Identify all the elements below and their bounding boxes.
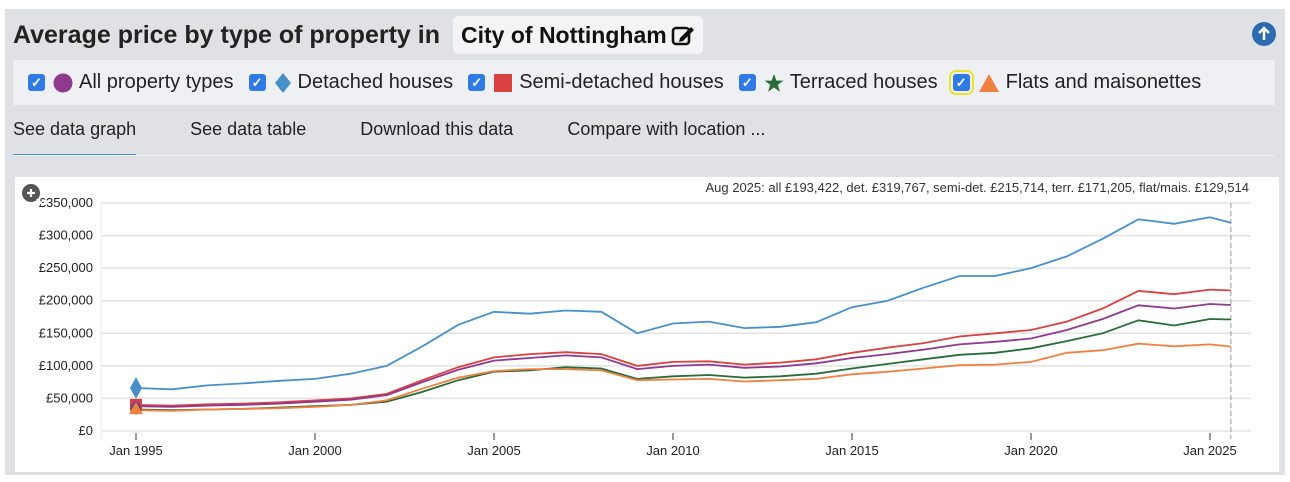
y-tick-label: £50,000 [46, 390, 93, 405]
line-chart: £0 £50,000 £100,000 £150,000 £200,000 £250,00… [22, 184, 1251, 458]
series-line-flats-and-maisonettes [135, 342, 1231, 412]
legend-item-detached[interactable]: ✓ Detached houses [248, 71, 454, 94]
chart-summary: Aug 2025: all £193,422, det. £319,767, s… [705, 180, 1249, 195]
y-tick-label: £300,000 [39, 228, 93, 243]
y-tick-label: £0 [79, 423, 93, 438]
legend-item-flats[interactable]: ✓ Flats and maisonettes [948, 70, 1202, 95]
legend-label: Detached houses [297, 71, 454, 93]
legend-label: All property types [79, 71, 234, 93]
checkbox-flats[interactable]: ✓ [948, 70, 974, 95]
y-tick-label: £100,000 [39, 358, 93, 373]
legend-item-terraced[interactable]: ✓ Terraced houses [738, 71, 938, 94]
y-tick-label: £200,000 [39, 293, 93, 308]
flats-start-marker [129, 402, 143, 415]
series-line-all-property-types [135, 303, 1231, 408]
x-tick-label: Jan 2005 [467, 443, 521, 458]
location-selector[interactable]: City of Nottingham [453, 16, 703, 54]
series-legend: ✓ All property types ✓ Detached houses ✓ Se… [13, 60, 1275, 105]
y-tick-label: £250,000 [39, 260, 93, 275]
diamond-marker-icon [274, 72, 291, 93]
tab-bar: See data graph See data table Download t… [13, 119, 819, 156]
page-title: Average price by type of property in [13, 21, 440, 49]
circle-marker-icon [53, 73, 73, 92]
legend-item-semi[interactable]: ✓ Semi-detached houses [468, 71, 724, 94]
legend-label: Terraced houses [789, 71, 938, 93]
triangle-marker-icon [978, 73, 999, 92]
location-name: City of Nottingham [461, 22, 667, 48]
checkbox-semi[interactable]: ✓ [468, 74, 486, 91]
tab-data-graph[interactable]: See data graph [13, 119, 137, 156]
chart-area: Aug 2025: all £193,422, det. £319,767, s… [15, 177, 1279, 472]
x-tick-label: Jan 1995 [109, 443, 163, 458]
tab-data-table[interactable]: See data table [190, 119, 307, 139]
y-tick-label: £150,000 [39, 325, 93, 340]
x-tick-label: Jan 2020 [1004, 443, 1058, 458]
detached-start-marker [130, 377, 142, 400]
legend-label: Semi-detached houses [519, 71, 724, 93]
y-tick-label: £350,000 [39, 195, 93, 210]
legend-label: Flats and maisonettes [1005, 71, 1202, 93]
series-line-semi-detached-houses [135, 288, 1231, 407]
x-tick-label: Jan 2000 [288, 443, 342, 458]
square-marker-icon [494, 73, 513, 92]
x-tick-label: Jan 2010 [646, 443, 700, 458]
checkbox-detached[interactable]: ✓ [248, 74, 266, 91]
pencil-square-icon [671, 26, 694, 46]
checkbox-terraced[interactable]: ✓ [738, 74, 756, 91]
x-tick-label: Jan 2015 [825, 443, 879, 458]
checkbox-all[interactable]: ✓ [28, 74, 45, 91]
legend-item-all[interactable]: ✓ All property types [28, 71, 234, 94]
star-marker-icon [764, 73, 784, 92]
x-tick-label: Jan 2025 [1183, 443, 1237, 458]
arrow-up-circle-icon[interactable] [1252, 22, 1276, 46]
zoom-in-icon[interactable] [22, 184, 43, 205]
chart-panel: Average price by type of property in Cit… [5, 9, 1285, 475]
series-line-detached-houses [135, 216, 1232, 391]
tab-compare[interactable]: Compare with location ... [567, 119, 766, 139]
tab-divider [13, 155, 1275, 156]
tab-download[interactable]: Download this data [360, 119, 514, 139]
